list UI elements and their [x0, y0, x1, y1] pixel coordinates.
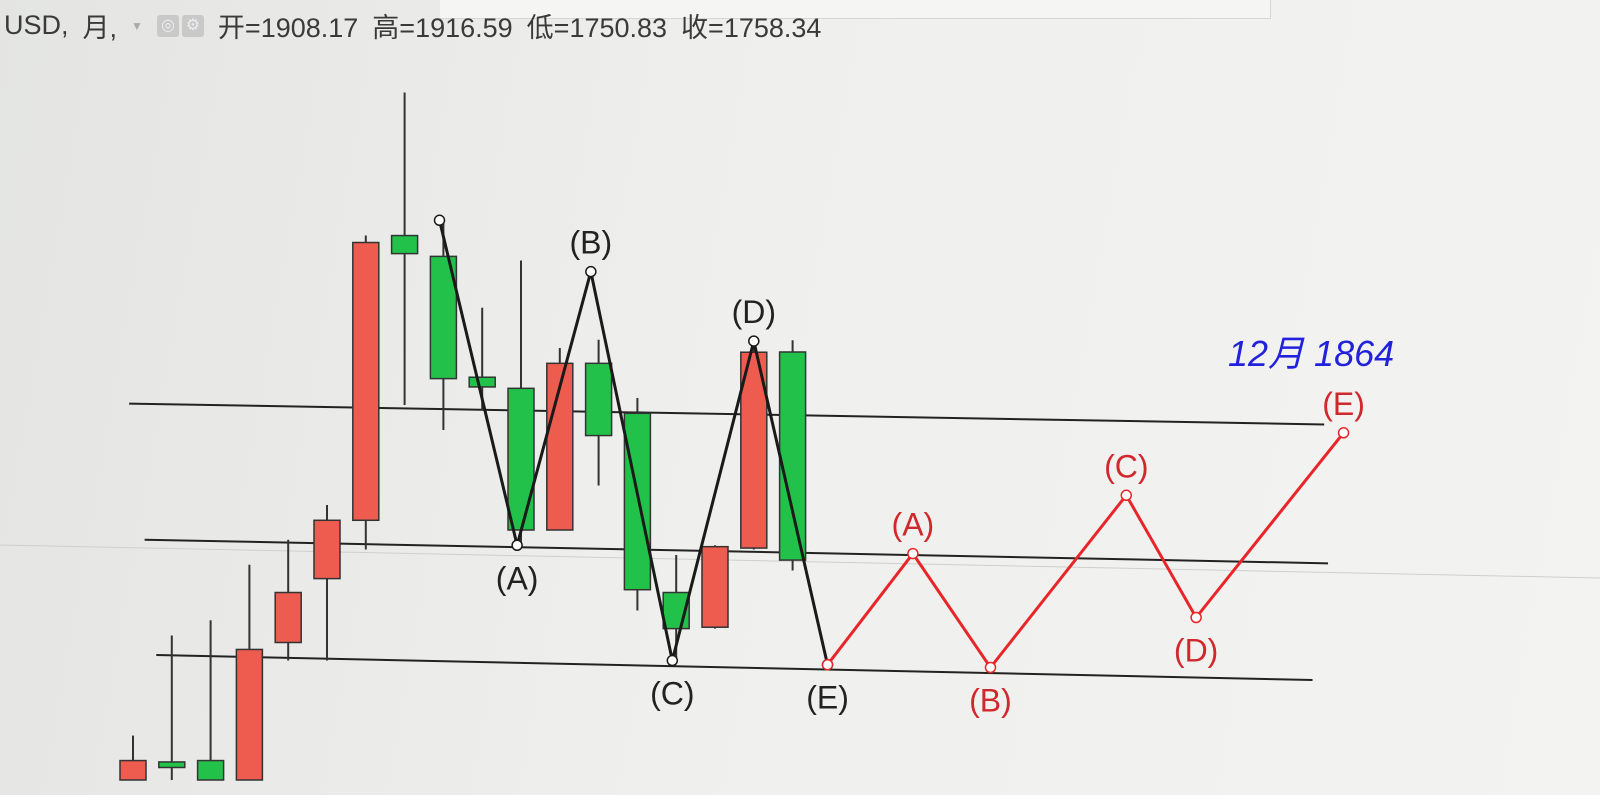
low-value: 低=1750.83: [526, 13, 668, 43]
open-value: 开=1908.17: [217, 13, 359, 43]
candle-body: [468, 376, 496, 388]
wave-label: (A): [496, 560, 539, 596]
wave-point: [984, 661, 997, 674]
wave-label: (C): [650, 676, 694, 712]
candle-body: [623, 412, 652, 591]
trendline: [156, 654, 1313, 681]
candle-body: [507, 387, 535, 531]
wave-label: (D): [732, 294, 776, 330]
top-toolbar-edge: [440, 0, 1271, 19]
chart-header: USD, 月, ▼ ◎ ⚙ 开=1908.17 高=1916.59 低=1750.…: [4, 6, 821, 45]
candle-body: [313, 519, 341, 580]
dropdown-arrow-icon[interactable]: ▼: [131, 18, 143, 33]
wave-point: [821, 658, 834, 671]
candle-body: [158, 761, 186, 769]
symbol-label: USD,: [4, 10, 69, 40]
gear-icon[interactable]: ⚙: [181, 14, 204, 37]
trendline: [129, 402, 1325, 426]
candle-body: [196, 759, 225, 781]
wave-label: (E): [1322, 386, 1365, 422]
wave-label: (A): [892, 507, 935, 543]
g-wave-line: [438, 219, 829, 666]
settings-icon[interactable]: ◎: [156, 14, 179, 37]
wave-point: [511, 539, 523, 552]
price-annotation: 12月 1864: [1228, 333, 1394, 374]
wave-label: (E): [806, 680, 849, 716]
candle-body: [701, 545, 729, 628]
candle-body: [235, 648, 264, 781]
candle-body: [352, 241, 380, 522]
wave-label: (D): [1174, 633, 1218, 669]
wave-label: (C): [1104, 448, 1148, 484]
g-forecast-line: [826, 431, 1345, 671]
wave-point: [748, 335, 760, 347]
wave-point: [433, 214, 446, 227]
wave-point: [1190, 611, 1202, 624]
period-label: 月,: [82, 13, 118, 43]
wave-point: [907, 547, 919, 560]
wave-point: [1337, 427, 1350, 439]
candle-body: [390, 234, 419, 255]
wave-label: (B): [570, 225, 613, 261]
close-value: 收=1758.34: [681, 13, 822, 43]
candle-body: [778, 351, 807, 561]
wave-point: [666, 654, 679, 667]
wave-point: [585, 265, 597, 278]
candle-body: [119, 759, 147, 781]
crosshair-line: [0, 544, 1600, 579]
high-value: 高=1916.59: [372, 13, 513, 43]
trendline: [144, 538, 1329, 565]
wave-label: (B): [969, 683, 1012, 719]
wave-point: [1120, 489, 1133, 502]
candle-body: [274, 591, 302, 644]
candle-body: [584, 362, 613, 437]
